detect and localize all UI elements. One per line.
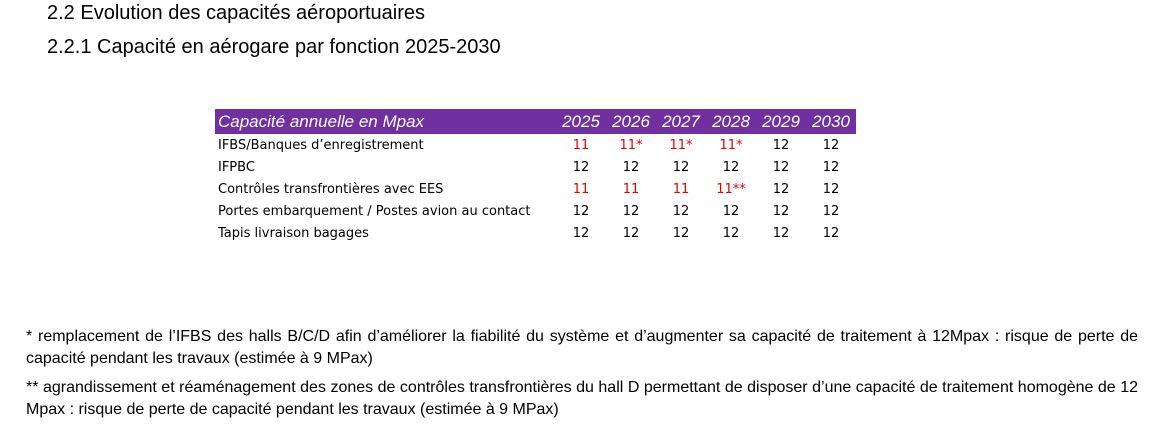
table-cell: 12: [572, 159, 590, 175]
table-cell: 12: [622, 225, 640, 241]
row-label: Portes embarquement / Postes avion au co…: [218, 203, 531, 219]
table-cell: 12: [722, 159, 740, 175]
table-cell: 11**: [716, 181, 746, 197]
capacity-table: Capacité annuelle en Mpax 2025 2026 2027…: [215, 109, 856, 244]
table-cell: 12: [672, 159, 690, 175]
table-row: IFBS/Banques d’enregistrement 11 11* 11*…: [215, 134, 856, 156]
table-row: IFPBC 12 12 12 12 12 12: [215, 156, 856, 178]
table-cell: 12: [772, 225, 790, 241]
year-header: 2029: [756, 109, 806, 134]
table-cell: 12: [772, 137, 790, 153]
table-header-row: Capacité annuelle en Mpax 2025 2026 2027…: [215, 109, 856, 134]
table-cell: 12: [722, 225, 740, 241]
table-cell: 12: [822, 225, 840, 241]
table-row: Contrôles transfrontières avec EES 11 11…: [215, 178, 856, 200]
table-cell: 11*: [619, 137, 643, 153]
table-cell: 12: [772, 203, 790, 219]
year-header: 2026: [606, 109, 656, 134]
row-label: Tapis livraison bagages: [218, 225, 369, 241]
table-cell: 11: [622, 181, 640, 197]
footnote-single-asterisk: * remplacement de l’IFBS des halls B/C/D…: [26, 328, 1138, 367]
year-header: 2027: [656, 109, 706, 134]
table-cell: 12: [722, 203, 740, 219]
row-label: Contrôles transfrontières avec EES: [218, 181, 444, 197]
table-cell: 12: [772, 159, 790, 175]
section-title: 2.2 Evolution des capacités aéroportuair…: [47, 2, 426, 24]
table-cell: 11: [672, 181, 690, 197]
year-header: 2028: [706, 109, 756, 134]
table-row: Portes embarquement / Postes avion au co…: [215, 200, 856, 222]
table-cell: 12: [822, 181, 840, 197]
table-cell: 12: [622, 203, 640, 219]
table-cell: 12: [822, 137, 840, 153]
table-cell: 11: [572, 181, 590, 197]
table-cell: 12: [622, 159, 640, 175]
table-cell: 12: [672, 225, 690, 241]
row-label: IFBS/Banques d’enregistrement: [218, 137, 424, 153]
table-row: Tapis livraison bagages 12 12 12 12 12 1…: [215, 222, 856, 244]
table-cell: 12: [822, 203, 840, 219]
table-cell: 12: [772, 181, 790, 197]
table-cell: 12: [822, 159, 840, 175]
year-header: 2025: [556, 109, 606, 134]
row-label: IFPBC: [218, 159, 255, 175]
footnote-double-asterisk: ** agrandissement et réaménagement des z…: [26, 379, 1138, 418]
table-cell: 11*: [719, 137, 743, 153]
table-cell: 12: [572, 203, 590, 219]
table-cell: 11*: [669, 137, 693, 153]
table-cell: 12: [672, 203, 690, 219]
table-cell: 11: [572, 137, 590, 153]
table-cell: 12: [572, 225, 590, 241]
year-header: 2030: [806, 109, 856, 134]
table-header-label: Capacité annuelle en Mpax: [215, 109, 556, 134]
subsection-title: 2.2.1 Capacité en aérogare par fonction …: [47, 36, 501, 58]
